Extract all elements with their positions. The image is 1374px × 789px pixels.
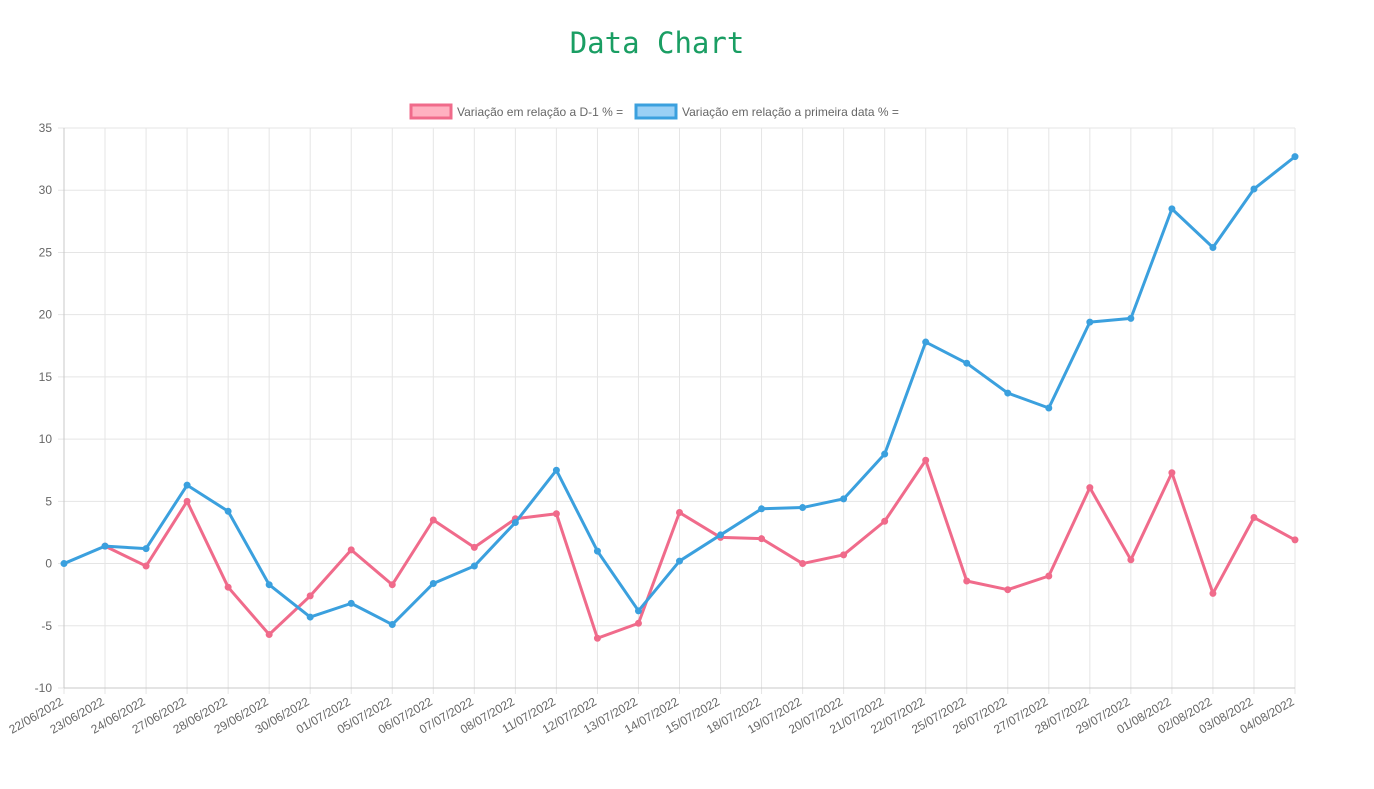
data-point[interactable]	[1127, 556, 1135, 564]
series-2	[60, 153, 1299, 629]
legend-label: Variação em relação a D-1 % =	[457, 105, 623, 119]
data-point[interactable]	[101, 542, 109, 550]
y-tick-label: 20	[39, 308, 53, 322]
series	[60, 153, 1299, 642]
data-point[interactable]	[963, 359, 971, 367]
data-point[interactable]	[306, 613, 314, 621]
data-point[interactable]	[306, 592, 314, 600]
y-tick-label: 30	[39, 183, 53, 197]
data-point[interactable]	[1250, 514, 1258, 522]
legend-label: Variação em relação a primeira data % =	[682, 105, 899, 119]
data-point[interactable]	[593, 634, 601, 642]
axes: -10-50510152025303522/06/202223/06/20222…	[6, 121, 1296, 737]
data-point[interactable]	[183, 481, 191, 489]
data-point[interactable]	[1045, 572, 1053, 580]
y-tick-label: 25	[39, 245, 53, 259]
data-point[interactable]	[1086, 484, 1094, 492]
series-line	[103, 458, 1297, 640]
data-point[interactable]	[1168, 469, 1176, 477]
legend-swatch	[409, 103, 453, 120]
data-point[interactable]	[634, 607, 642, 615]
y-tick-label: 35	[39, 121, 53, 135]
y-tick-label: -10	[35, 681, 53, 695]
data-point[interactable]	[470, 543, 478, 551]
data-point[interactable]	[142, 562, 150, 570]
data-point[interactable]	[1004, 389, 1012, 397]
data-point[interactable]	[963, 577, 971, 585]
data-point[interactable]	[429, 579, 437, 587]
legend-item-2[interactable]: Variação em relação a primeira data % =	[634, 103, 899, 120]
data-point[interactable]	[552, 510, 560, 518]
data-point[interactable]	[758, 535, 766, 543]
data-point[interactable]	[1127, 314, 1135, 322]
data-point[interactable]	[1045, 404, 1053, 412]
data-point[interactable]	[1250, 185, 1258, 193]
data-point[interactable]	[265, 630, 273, 638]
data-point[interactable]	[1291, 153, 1299, 161]
y-tick-label: 5	[45, 494, 52, 508]
data-point[interactable]	[840, 495, 848, 503]
data-point[interactable]	[429, 516, 437, 524]
data-point[interactable]	[224, 583, 232, 591]
data-point[interactable]	[183, 497, 191, 505]
data-point[interactable]	[60, 560, 68, 568]
data-point[interactable]	[347, 599, 355, 607]
y-tick-label: 15	[39, 370, 53, 384]
data-point[interactable]	[1086, 318, 1094, 326]
data-point[interactable]	[922, 456, 930, 464]
data-point[interactable]	[922, 338, 930, 346]
y-tick-label: 0	[45, 557, 52, 571]
legend-swatch	[634, 103, 678, 120]
data-point[interactable]	[1291, 536, 1299, 544]
data-point[interactable]	[840, 551, 848, 559]
data-point[interactable]	[1168, 205, 1176, 213]
data-point[interactable]	[1209, 243, 1217, 251]
y-tick-label: -5	[41, 619, 52, 633]
data-point[interactable]	[1004, 586, 1012, 594]
data-point[interactable]	[1209, 589, 1217, 597]
legend: Variação em relação a D-1 % = Variação em…	[409, 103, 899, 120]
data-point[interactable]	[676, 557, 683, 565]
data-point[interactable]	[634, 619, 642, 627]
data-point[interactable]	[224, 507, 232, 515]
data-point[interactable]	[265, 581, 273, 589]
data-point[interactable]	[799, 504, 807, 512]
data-point[interactable]	[799, 560, 807, 568]
data-point[interactable]	[388, 581, 396, 589]
data-point[interactable]	[881, 450, 889, 458]
data-point[interactable]	[758, 505, 766, 513]
data-point[interactable]	[676, 509, 683, 517]
data-point[interactable]	[142, 545, 150, 553]
grid	[58, 127, 1296, 694]
data-point[interactable]	[593, 547, 601, 555]
data-point[interactable]	[388, 621, 396, 629]
y-tick-label: 10	[39, 432, 53, 446]
data-point[interactable]	[347, 546, 355, 554]
data-point[interactable]	[470, 562, 478, 570]
data-point[interactable]	[552, 466, 560, 474]
data-point[interactable]	[511, 518, 519, 526]
chart-title: Data Chart	[569, 26, 745, 60]
legend-item-1[interactable]: Variação em relação a D-1 % =	[409, 103, 623, 120]
data-point[interactable]	[881, 517, 889, 525]
data-point[interactable]	[717, 531, 725, 539]
